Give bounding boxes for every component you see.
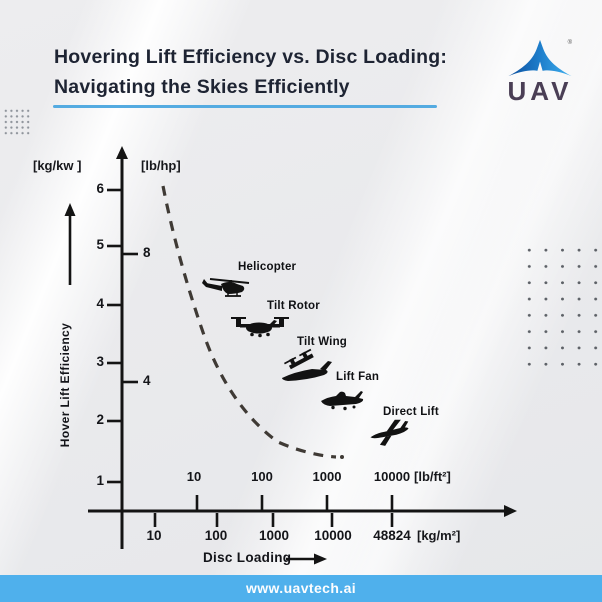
footer-bar: www.uavtech.ai	[0, 575, 602, 602]
logo-swoosh-icon	[508, 39, 572, 77]
xtick-kgm2-1000: 1000	[258, 528, 290, 543]
y-axis-arrowhead	[116, 146, 128, 159]
axes-lines	[88, 153, 508, 549]
ytick-lbhp-8: 8	[143, 245, 151, 260]
ytick-lbhp-4: 4	[143, 373, 151, 388]
title-line-2: Navigating the Skies Efficiently	[54, 76, 350, 98]
ytick-2: 2	[96, 412, 104, 427]
ytick-3: 3	[96, 354, 104, 369]
title-underline	[53, 105, 437, 108]
ytick-5: 5	[96, 237, 104, 252]
xtick-lbft2-10: 10	[186, 469, 202, 484]
xtick-kgm2-10000: 10000	[314, 528, 352, 543]
xtick-lbft2-10000: 10000	[373, 469, 411, 484]
registered-mark: ®	[567, 40, 572, 46]
label-lift-fan: Lift Fan	[336, 371, 380, 383]
x-unit-kgm2: [kg/m²]	[417, 528, 461, 543]
x-unit-lbft2: [lb/ft²]	[414, 469, 451, 484]
tilt-rotor-icon	[231, 317, 289, 338]
tilt-wing-icon	[282, 348, 332, 381]
y-ticks-kgkw	[107, 188, 122, 484]
ytick-6: 6	[96, 181, 104, 196]
label-direct-lift: Direct Lift	[383, 406, 439, 418]
dot-pattern-right	[521, 242, 600, 369]
uav-logo: UAV ®	[494, 34, 586, 106]
x-ticks-kgm2	[153, 513, 394, 527]
y-unit-lbhp: [lb/hp]	[141, 158, 181, 173]
x-label-arrow	[286, 553, 327, 565]
xtick-lbft2-1000: 1000	[312, 469, 342, 484]
label-helicopter: Helicopter	[238, 261, 297, 273]
dot-pattern-left	[3, 108, 30, 135]
footer-url: www.uavtech.ai	[245, 580, 357, 596]
ytick-1: 1	[96, 473, 104, 488]
page-title: Hovering Lift Efficiency vs. Disc Loadin…	[54, 42, 447, 102]
x-axis-title: Disc Loading	[203, 550, 292, 565]
lift-fan-icon	[321, 391, 364, 411]
label-tilt-rotor: Tilt Rotor	[267, 300, 320, 312]
xtick-lbft2-100: 100	[251, 469, 273, 484]
x-ticks-lbft2	[195, 495, 394, 510]
trend-curve	[161, 185, 344, 459]
xtick-kgm2-48824: 48824	[373, 528, 411, 543]
x-axis-arrowhead	[504, 505, 517, 517]
helicopter-icon	[202, 278, 250, 297]
label-tilt-wing: Tilt Wing	[297, 336, 348, 348]
xtick-kgm2-10: 10	[146, 528, 162, 543]
title-line-1: Hovering Lift Efficiency vs. Disc Loadin…	[54, 46, 448, 68]
direct-lift-icon	[370, 419, 409, 446]
y-axis-title: Hover Lift Efficiency	[58, 322, 72, 448]
logo-text: UAV	[507, 76, 573, 106]
y-unit-kgkw: [kg/kw ]	[33, 158, 82, 173]
xtick-kgm2-100: 100	[204, 528, 228, 543]
y-ticks-lbhp	[122, 252, 138, 384]
ytick-4: 4	[96, 296, 104, 311]
y-label-arrow	[64, 203, 76, 285]
